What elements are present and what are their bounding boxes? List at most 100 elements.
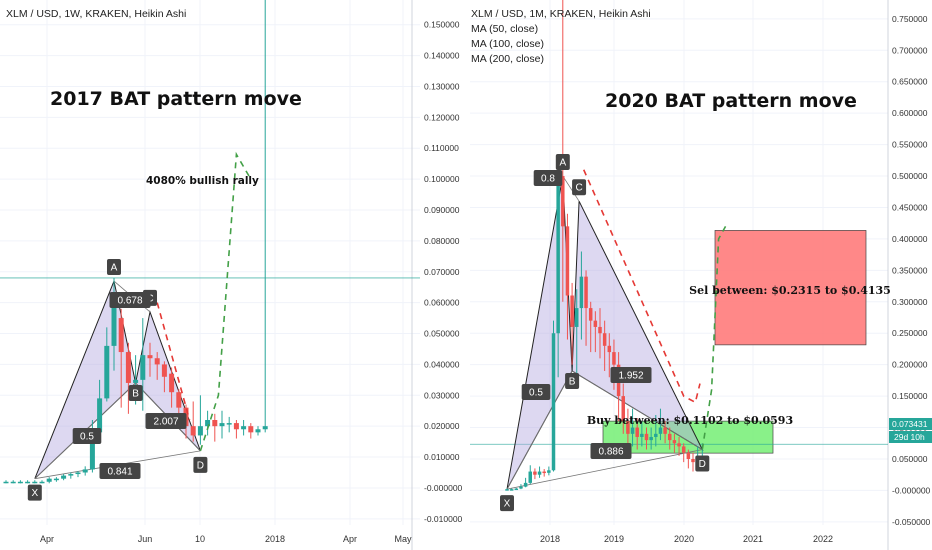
y-tick-label: 0.300000: [892, 297, 928, 307]
left-chart-title: 2017 BAT pattern move: [50, 88, 302, 110]
candle: [621, 383, 625, 434]
candle: [579, 251, 584, 340]
pattern-point-b: B: [565, 372, 580, 389]
candle: [97, 379, 103, 436]
y-tick-label: -0.010000: [424, 514, 463, 524]
y-tick-label: 0.200000: [892, 360, 928, 370]
right-candles: [505, 0, 705, 491]
indicator-ma200: MA (200, close): [471, 53, 544, 65]
candle: [32, 480, 38, 484]
candle: [154, 352, 160, 380]
candle: [255, 426, 261, 436]
pattern-triangle-xab: [34, 279, 137, 480]
x-tick-label: Apr: [343, 534, 357, 544]
candle: [681, 443, 686, 463]
candle: [3, 480, 9, 484]
candle: [147, 342, 153, 377]
ratio-label-xb: 0.5: [72, 428, 102, 444]
y-tick-label: 0.140000: [424, 51, 460, 61]
y-tick-label: 0.250000: [892, 328, 928, 338]
x-tick-label: Apr: [40, 534, 54, 544]
candle: [537, 466, 542, 478]
candle: [630, 408, 635, 447]
svg-text:0.5: 0.5: [529, 388, 543, 399]
right-zones: [602, 230, 867, 454]
rally-annotation: 4080% bullish rally: [146, 175, 259, 187]
candle: [161, 361, 167, 393]
candle: [233, 420, 239, 439]
left-projection-path: [156, 151, 252, 452]
x-tick-label: 2018: [540, 534, 560, 544]
x-tick-label: May: [394, 534, 412, 544]
current-price-label: 0.073431: [889, 418, 932, 430]
candle: [248, 423, 254, 439]
candle: [547, 466, 551, 476]
x-tick-label: 2022: [813, 534, 833, 544]
candle: [691, 452, 695, 472]
left-chart-panel: 0.150000 0.140000 0.130000 0.120000 0.110000…: [0, 0, 463, 550]
candle: [565, 213, 570, 340]
candle: [649, 427, 653, 450]
indicator-ma50: MA (50, close): [471, 23, 538, 35]
y-tick-label: 0.030000: [424, 390, 460, 400]
candle: [125, 342, 131, 414]
pattern-point-d: D: [695, 455, 710, 472]
candle: [53, 477, 59, 482]
sell-zone-box: [714, 230, 867, 346]
candle: [542, 469, 546, 477]
candle: [75, 470, 81, 478]
candle: [556, 157, 560, 378]
bearish-trend-line: [156, 302, 191, 421]
left-chart-header: XLM / USD, 1W, KRAKEN, Heikin Ashi: [6, 8, 186, 20]
candle: [686, 449, 691, 469]
svg-text:29d 10h: 29d 10h: [894, 432, 925, 442]
candle: [205, 410, 211, 436]
candle: [593, 311, 598, 353]
svg-text:2.007: 2.007: [153, 417, 178, 428]
svg-text:D: D: [699, 459, 706, 470]
left-y-axis-ticks: 0.150000 0.140000 0.130000 0.120000 0.110000…: [424, 20, 463, 524]
y-tick-label: 0.150000: [892, 391, 928, 401]
y-tick-label: -0.050000: [892, 517, 931, 527]
svg-text:D: D: [197, 460, 204, 471]
candle: [89, 420, 95, 473]
pattern-point-x: X: [27, 484, 42, 501]
candle: [533, 468, 537, 480]
candle: [663, 421, 667, 444]
y-tick-label: 0.050000: [892, 454, 928, 464]
candle: [25, 480, 31, 484]
candle: [241, 420, 247, 436]
candle: [61, 474, 67, 481]
pattern-point-b: B: [128, 384, 143, 401]
y-tick-label: 0.010000: [424, 452, 460, 462]
x-tick-label: 10: [195, 534, 205, 544]
x-tick-label: 2018: [265, 534, 285, 544]
candle: [82, 466, 88, 476]
svg-text:0.886: 0.886: [598, 447, 623, 458]
pattern-point-d: D: [193, 456, 208, 473]
y-tick-label: 0.650000: [892, 77, 928, 87]
right-chart-title: 2020 BAT pattern move: [605, 90, 857, 112]
candle: [598, 308, 602, 359]
y-tick-label: -0.000000: [892, 485, 931, 495]
y-tick-label: 0.150000: [424, 20, 460, 30]
candle: [635, 418, 639, 450]
left-candles: [3, 0, 268, 484]
candle: [514, 487, 519, 491]
y-tick-label: 0.500000: [892, 171, 928, 181]
pattern-point-a: A: [555, 154, 570, 171]
ratio-label-bd: 1.952: [610, 367, 652, 383]
countdown-label: 29d 10h: [889, 431, 932, 443]
y-tick-label: 0.120000: [424, 112, 460, 122]
indicator-ma100: MA (100, close): [471, 38, 544, 50]
ratio-label-xd: 0.841: [99, 463, 141, 479]
y-tick-label: 0.750000: [892, 14, 928, 24]
y-tick-label: 0.070000: [424, 267, 460, 277]
pattern-point-x: X: [500, 495, 514, 512]
svg-text:C: C: [575, 183, 582, 194]
ratio-label-ac: 0.678: [109, 292, 151, 308]
y-tick-label: 0.050000: [424, 329, 460, 339]
pattern-line-ac: [562, 175, 580, 202]
y-tick-label: -0.000000: [424, 483, 463, 493]
